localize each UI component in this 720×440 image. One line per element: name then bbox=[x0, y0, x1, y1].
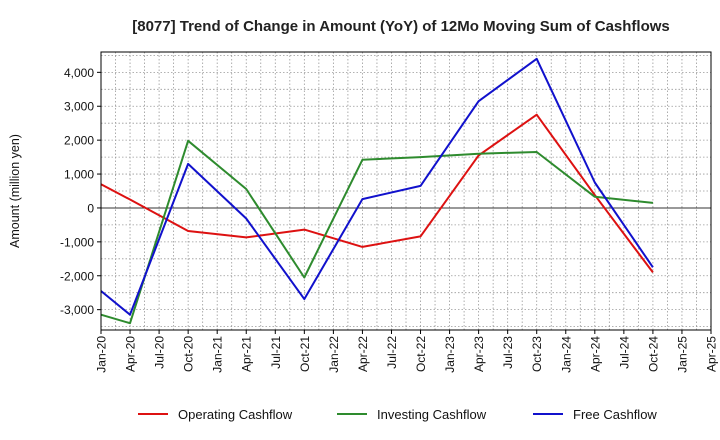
y-tick-label: 1,000 bbox=[64, 168, 94, 182]
legend-label-operating-cashflow: Operating Cashflow bbox=[178, 407, 293, 422]
x-tick-label: Oct-23 bbox=[530, 336, 544, 372]
x-tick-label: Jul-23 bbox=[501, 336, 515, 369]
x-tick-label: Oct-20 bbox=[182, 336, 196, 372]
legend-label-free-cashflow: Free Cashflow bbox=[573, 407, 657, 422]
x-axis-ticks: Jan-20 Apr-20 Jul-20 Oct-20 Jan-21 Apr-21 Jul-… bbox=[95, 330, 719, 373]
y-tick-label: 2,000 bbox=[64, 134, 94, 148]
x-tick-label: Apr-23 bbox=[472, 336, 486, 372]
x-tick-label: Apr-21 bbox=[240, 336, 254, 372]
series-line-free-cashflow bbox=[100, 57, 654, 316]
x-tick-label: Jan-25 bbox=[675, 336, 689, 373]
x-tick-label: Apr-24 bbox=[588, 336, 602, 372]
x-tick-label: Jan-23 bbox=[443, 336, 457, 373]
grid bbox=[101, 52, 711, 330]
x-tick-label: Apr-20 bbox=[124, 336, 138, 372]
x-tick-label: Apr-25 bbox=[705, 336, 719, 372]
x-tick-label: Jan-21 bbox=[211, 336, 225, 373]
x-tick-label: Jan-22 bbox=[327, 336, 341, 373]
legend-label-investing-cashflow: Investing Cashflow bbox=[377, 407, 487, 422]
series-lines bbox=[100, 57, 654, 325]
series-line-operating-cashflow bbox=[100, 113, 654, 274]
x-tick-label: Jan-20 bbox=[95, 336, 109, 373]
x-tick-label: Oct-21 bbox=[298, 336, 312, 372]
plot-frame bbox=[100, 51, 712, 331]
x-tick-label: Jan-24 bbox=[559, 336, 573, 373]
y-tick-label: 0 bbox=[87, 201, 94, 215]
y-tick-label: 4,000 bbox=[64, 66, 94, 80]
x-tick-label: Jul-21 bbox=[269, 336, 283, 369]
x-tick-label: Oct-22 bbox=[414, 336, 428, 372]
legend: Operating Cashflow Investing Cashflow Free… bbox=[138, 407, 657, 422]
y-tick-label: -1,000 bbox=[60, 235, 94, 249]
series-line-investing-cashflow bbox=[100, 139, 654, 325]
chart-title: [8077] Trend of Change in Amount (YoY) o… bbox=[132, 18, 670, 35]
y-axis-label: Amount (million yen) bbox=[8, 134, 22, 248]
x-tick-label: Oct-24 bbox=[646, 336, 660, 372]
y-tick-label: -3,000 bbox=[60, 303, 94, 317]
y-tick-label: -2,000 bbox=[60, 269, 94, 283]
y-tick-label: 3,000 bbox=[64, 100, 94, 114]
y-axis-ticks: -3,000 -2,000 -1,000 0 1,000 2,000 3,000 4,000 bbox=[60, 66, 101, 317]
x-tick-label: Jul-24 bbox=[617, 336, 631, 369]
x-tick-label: Apr-22 bbox=[356, 336, 370, 372]
x-tick-label: Jul-22 bbox=[385, 336, 399, 369]
x-tick-label: Jul-20 bbox=[153, 336, 167, 369]
